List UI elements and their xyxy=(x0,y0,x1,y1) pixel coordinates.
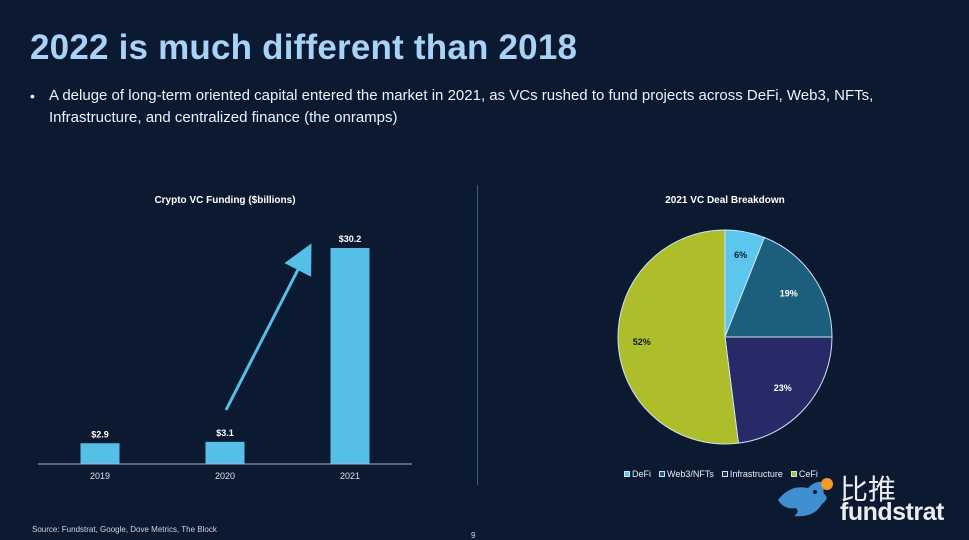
legend-item: DeFi xyxy=(624,469,651,479)
trend-arrow xyxy=(224,243,312,411)
legend-swatch xyxy=(721,471,728,477)
page-title: 2022 is much different than 2018 xyxy=(30,28,578,67)
bar-value-label: $2.9 xyxy=(91,429,109,439)
bar-chart-title: Crypto VC Funding ($billions) xyxy=(154,195,295,206)
pie-legend: DeFi Web3/NFTs Infrastructure CeFi xyxy=(624,469,818,479)
x-tick-label: 2021 xyxy=(340,471,360,481)
pie-slice-label: 19% xyxy=(780,289,798,299)
bar-value-label: $3.1 xyxy=(216,428,234,438)
x-tick-label: 2020 xyxy=(215,471,235,481)
legend-item: Web3/NFTs xyxy=(659,469,714,479)
pie-slice-cefi xyxy=(617,229,739,445)
pie-slice-label: 6% xyxy=(734,250,747,260)
pie-slice-label: 23% xyxy=(774,383,792,393)
legend-label: DeFi xyxy=(632,469,652,479)
pie-chart-title: 2021 VC Deal Breakdown xyxy=(665,195,785,206)
bullet-point: • A deluge of long-term oriented capital… xyxy=(30,85,930,129)
watermark-chinese: 比推 xyxy=(840,473,897,506)
bird-icon xyxy=(778,478,833,517)
legend-swatch xyxy=(659,471,666,477)
bar-chart: Crypto VC Funding ($billions) $2.9 2019 $3… xyxy=(38,195,412,481)
legend-item: Infrastructure xyxy=(721,469,783,479)
bullet-marker: • xyxy=(30,88,35,104)
watermark-logo: 比推 fundstrat xyxy=(770,468,965,530)
bar-value-label: $30.2 xyxy=(339,234,362,244)
bar-2020 xyxy=(205,441,245,464)
pie-slice-infrastructure xyxy=(724,336,833,444)
watermark-brand: fundstrat xyxy=(840,498,944,526)
legend-label: Infrastructure xyxy=(729,469,783,479)
bar-2021 xyxy=(330,248,370,464)
bullet-text: A deluge of long-term oriented capital e… xyxy=(49,87,874,126)
bar-2019 xyxy=(80,443,120,464)
legend-label: Web3/NFTs xyxy=(667,469,714,479)
x-tick-label: 2019 xyxy=(90,471,110,481)
pie-slice-web3-nfts xyxy=(724,236,833,338)
legend-label: CeFi xyxy=(798,469,818,479)
divider xyxy=(477,185,478,485)
legend-item: CeFi xyxy=(790,469,818,479)
legend-swatch xyxy=(790,471,797,477)
pie-chart: 2021 VC Deal Breakdown 6% 19% 23% 52% xyxy=(617,195,833,445)
pie-slice-label: 52% xyxy=(633,337,651,347)
page-number: 9 xyxy=(471,531,476,540)
legend-swatch xyxy=(624,471,630,477)
source-note: Source: Fundstrat, Google, Dove Metrics,… xyxy=(32,525,217,534)
